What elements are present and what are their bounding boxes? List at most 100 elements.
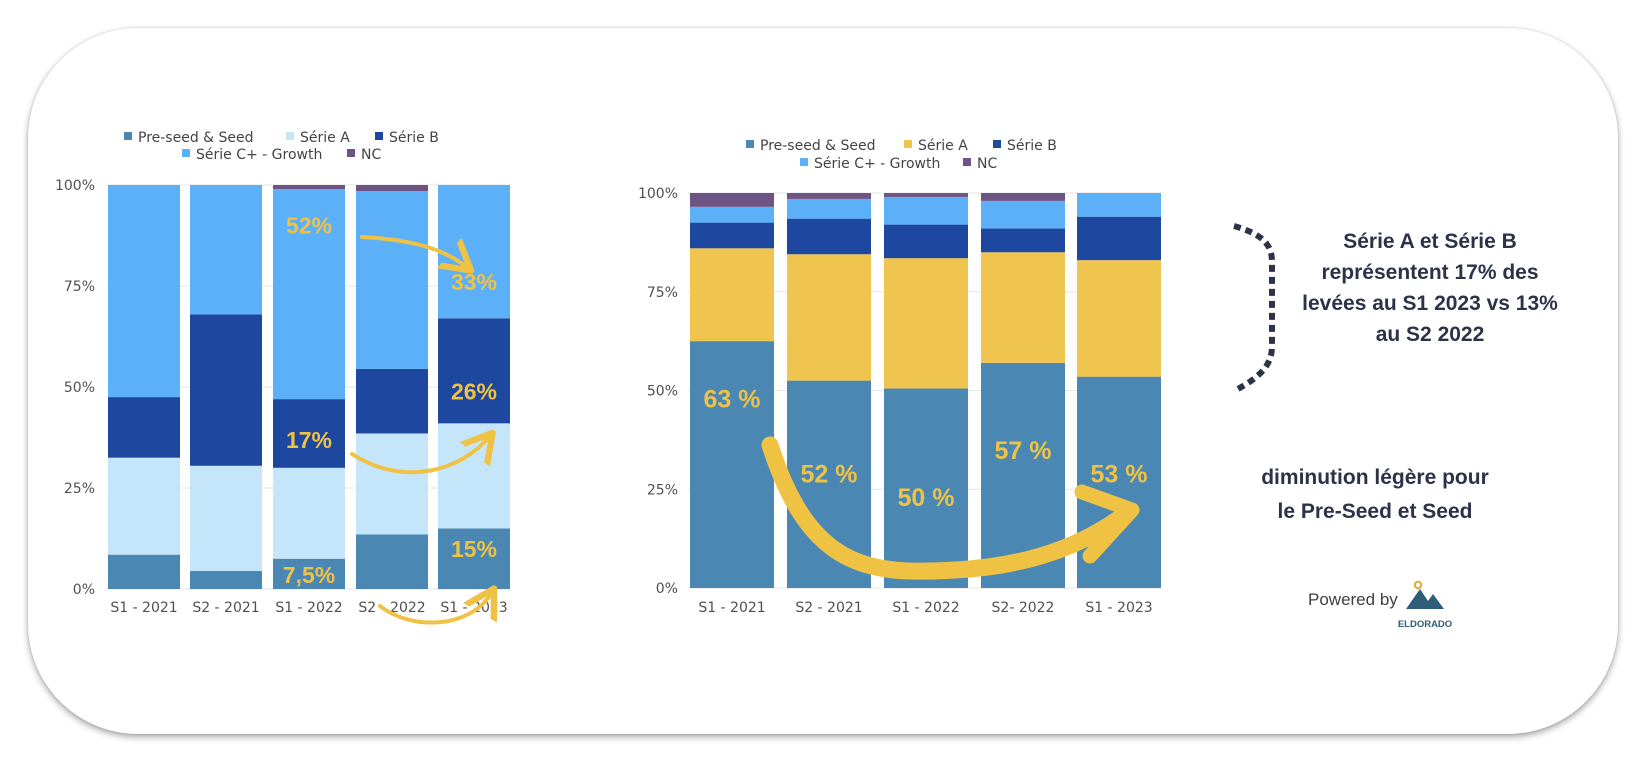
left-data-label: 15%	[451, 536, 497, 562]
preseed-note: diminution légère pour le Pre-Seed et Se…	[1261, 466, 1489, 523]
left-x-tick: S2 - 2021	[192, 600, 259, 616]
left-y-tick: 100%	[55, 178, 95, 194]
powered-by-label: Powered by	[1308, 590, 1398, 609]
left-bar-segment	[438, 528, 510, 589]
left-y-tick: 0%	[73, 582, 95, 598]
right-legend-label: NC	[977, 156, 997, 172]
left-x-tick: S1 - 2023	[440, 600, 507, 616]
arrow-serie-c	[360, 235, 468, 268]
right-legend-swatch	[993, 140, 1001, 148]
right-bar-segment	[690, 206, 774, 223]
right-bar-segment	[884, 224, 968, 259]
right-legend-label: Série A	[918, 138, 968, 154]
right-data-label: 52 %	[801, 460, 858, 488]
arrow-preseed-right	[761, 436, 1137, 580]
left-bar-segment	[190, 465, 262, 571]
right-bar-segment	[884, 388, 968, 588]
left-data-label: 17%	[286, 427, 332, 453]
left-bar-segment	[108, 397, 180, 458]
sun-icon	[1413, 580, 1423, 590]
left-bar-segment	[273, 185, 345, 190]
right-bar-segment	[981, 193, 1065, 201]
right-bar-segment	[884, 193, 968, 197]
left-bar-segment	[273, 189, 345, 400]
left-y-tick: 50%	[64, 380, 95, 396]
left-data-label: 52%	[286, 213, 332, 239]
right-bar-segment	[981, 228, 1065, 253]
right-y-tick: 25%	[647, 482, 678, 498]
right-bar-segment	[787, 193, 871, 199]
left-legend-swatch	[124, 132, 132, 140]
left-legend-swatch	[286, 132, 294, 140]
left-legend-label: Pre-seed & Seed	[138, 130, 254, 146]
left-legend-swatch	[347, 149, 355, 157]
right-bar-segment	[884, 258, 968, 389]
left-bar-segment	[108, 185, 180, 398]
left-bar-segment	[273, 558, 345, 589]
right-data-label: 57 %	[995, 437, 1052, 465]
right-y-tick: 50%	[647, 384, 678, 400]
left-x-tick: S1 - 2021	[110, 600, 177, 616]
right-x-tick: S1 - 2021	[698, 600, 765, 616]
left-bar-segment	[273, 399, 345, 468]
left-bar-segment	[438, 423, 510, 529]
arrow-preseed-right-head	[1074, 484, 1140, 564]
left-legend-swatch	[182, 149, 190, 157]
left-bar-segment	[356, 433, 428, 535]
right-legend-swatch	[746, 140, 754, 148]
right-y-tick: 75%	[647, 285, 678, 301]
left-y-tick: 75%	[64, 279, 95, 295]
right-legend-label: Série C+ - Growth	[814, 156, 940, 172]
right-x-tick: S2- 2022	[992, 600, 1055, 616]
left-y-tick: 25%	[64, 481, 95, 497]
right-legend-label: Série B	[1007, 138, 1057, 154]
arrow-serie-b	[350, 436, 490, 475]
left-bar-segment	[190, 314, 262, 466]
right-bar-segment	[981, 200, 1065, 229]
right-legend-swatch	[800, 158, 808, 166]
left-legend-label: Série A	[300, 130, 350, 146]
right-bar-segment	[690, 341, 774, 588]
arrow-preseed-left	[378, 592, 492, 625]
right-bar-segment	[884, 196, 968, 225]
left-chart: 0% 25% 50% 75% 100% S1 - 2021 S2 - 2021 S1 - 20…	[55, 130, 510, 616]
right-x-tick: S1 - 2023	[1085, 600, 1152, 616]
left-bar-segment	[356, 534, 428, 589]
dotted-bracket	[1233, 223, 1275, 393]
right-data-label: 63 %	[704, 385, 761, 413]
left-legend-swatch	[375, 132, 383, 140]
right-y-tick: 0%	[656, 581, 678, 597]
right-bar-segment	[1077, 260, 1161, 377]
right-chart: 0% 25% 50% 75% 100% S1 - 2021 S2 - 2021 S1 - 20…	[638, 138, 1161, 616]
left-data-label: 26%	[451, 378, 497, 404]
left-bar-segment	[273, 467, 345, 559]
left-bar-segment	[356, 185, 428, 192]
left-data-label: 33%	[451, 269, 497, 295]
right-y-tick: 100%	[638, 186, 678, 202]
left-bar-segment	[356, 191, 428, 369]
series-ab-note: Série A et Série B représentent 17% des …	[1302, 230, 1558, 346]
right-bar-segment	[787, 254, 871, 381]
right-bar-segment	[787, 198, 871, 219]
right-data-label: 53 %	[1091, 460, 1148, 488]
left-x-tick: S2 - 2022	[358, 600, 425, 616]
annotation-arrows	[350, 223, 1275, 625]
left-bar-segment	[356, 368, 428, 434]
right-bar-segment	[981, 252, 1065, 363]
right-bar-segment	[690, 222, 774, 249]
left-bar-segment	[190, 570, 262, 589]
mountain-icon	[1406, 589, 1444, 609]
right-bar-segment	[1077, 216, 1161, 261]
left-bar-segment	[108, 554, 180, 589]
eldorado-logo: ELDORADO	[1398, 580, 1452, 630]
left-bar-segment	[190, 185, 262, 315]
left-legend-label: Série C+ - Growth	[196, 147, 322, 163]
right-legend-swatch	[963, 158, 971, 166]
right-bar-segment	[690, 193, 774, 207]
left-bar-segment	[108, 457, 180, 555]
left-x-tick: S1 - 2022	[275, 600, 342, 616]
right-x-tick: S2 - 2021	[795, 600, 862, 616]
right-legend-label: Pre-seed & Seed	[760, 138, 876, 154]
left-legend-label: NC	[361, 147, 381, 163]
right-bar-segment	[1077, 193, 1161, 217]
